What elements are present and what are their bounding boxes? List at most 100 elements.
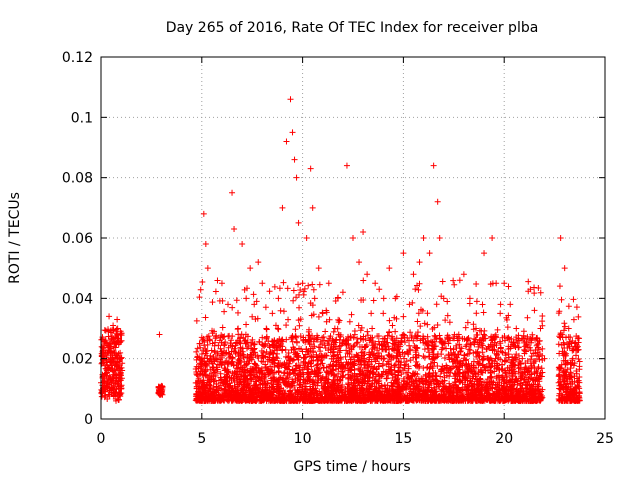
data-point — [573, 304, 580, 311]
data-point — [404, 369, 411, 376]
data-point — [305, 338, 312, 345]
data-point — [106, 377, 113, 384]
data-point — [421, 346, 428, 353]
data-point — [412, 286, 419, 293]
data-point — [317, 348, 324, 355]
data-point — [109, 335, 116, 342]
data-point — [424, 345, 431, 352]
data-point — [261, 340, 268, 347]
data-point — [233, 297, 240, 304]
data-point — [330, 328, 337, 335]
data-point — [346, 318, 353, 325]
data-point — [226, 351, 233, 358]
data-point — [221, 378, 228, 385]
data-point — [112, 371, 119, 378]
data-point — [429, 338, 436, 345]
data-point — [464, 319, 471, 326]
data-point — [478, 388, 485, 395]
data-point — [539, 318, 546, 325]
data-point — [323, 309, 330, 316]
data-point — [221, 367, 228, 374]
data-point — [441, 377, 448, 384]
data-point — [407, 346, 414, 353]
data-point — [235, 331, 242, 338]
data-point — [296, 322, 303, 329]
data-point — [103, 378, 110, 385]
data-point — [418, 306, 425, 313]
data-point — [104, 342, 111, 349]
data-point — [473, 280, 480, 287]
data-point — [192, 365, 199, 372]
data-point — [342, 353, 349, 360]
data-point — [350, 353, 357, 360]
data-point — [310, 286, 317, 293]
data-point — [493, 352, 500, 359]
data-point — [346, 367, 353, 374]
data-point — [486, 364, 493, 371]
data-point — [487, 363, 494, 370]
data-point — [101, 327, 108, 334]
data-point — [247, 376, 254, 383]
data-point — [345, 340, 352, 347]
data-point — [347, 359, 354, 366]
data-point — [431, 332, 438, 339]
data-point — [536, 356, 543, 363]
data-point — [353, 340, 360, 347]
data-point — [258, 358, 265, 365]
data-point — [259, 334, 266, 341]
data-point — [116, 375, 123, 382]
data-point — [442, 317, 449, 324]
data-point — [503, 316, 510, 323]
data-point — [400, 331, 407, 338]
data-point — [417, 323, 424, 330]
data-point — [193, 348, 200, 355]
data-point — [434, 353, 441, 360]
data-point — [314, 357, 321, 364]
data-point — [107, 359, 114, 366]
data-point — [382, 369, 389, 376]
data-point — [290, 287, 297, 294]
data-point — [196, 294, 203, 301]
data-point — [285, 353, 292, 360]
data-point — [371, 356, 378, 363]
data-point — [480, 309, 487, 316]
data-point — [384, 339, 391, 346]
data-point — [218, 339, 225, 346]
data-point — [305, 282, 312, 289]
data-point — [214, 277, 221, 284]
data-point — [292, 326, 299, 333]
data-point — [117, 328, 124, 335]
data-point — [505, 334, 512, 341]
data-point — [109, 366, 116, 373]
data-point — [293, 334, 300, 341]
data-point — [383, 375, 390, 382]
data-point — [449, 388, 456, 395]
data-point — [473, 331, 480, 338]
data-point — [444, 312, 451, 319]
data-point — [369, 345, 376, 352]
data-point — [229, 304, 236, 311]
data-point — [228, 360, 235, 367]
data-point — [380, 356, 387, 363]
data-point — [505, 283, 512, 290]
data-point — [515, 344, 522, 351]
data-point — [284, 285, 291, 292]
data-point — [212, 288, 219, 295]
data-point — [515, 332, 522, 339]
data-point — [499, 361, 506, 368]
data-point — [116, 355, 123, 362]
data-point — [193, 317, 200, 324]
data-point — [102, 388, 109, 395]
data-point — [249, 336, 256, 343]
data-point — [525, 278, 532, 285]
data-point — [270, 350, 277, 357]
data-point — [502, 357, 509, 364]
data-point — [271, 283, 278, 290]
data-point — [217, 370, 224, 377]
data-point — [398, 337, 405, 344]
data-point — [256, 381, 263, 388]
data-point — [230, 362, 237, 369]
data-point — [308, 312, 315, 319]
data-point — [117, 349, 124, 356]
data-point — [385, 371, 392, 378]
